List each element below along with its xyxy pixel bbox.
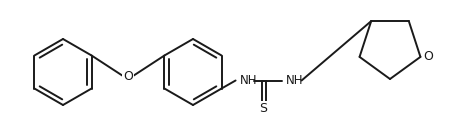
Text: O: O [123, 69, 133, 82]
Text: S: S [259, 102, 267, 115]
Text: O: O [423, 50, 433, 63]
Text: NH: NH [239, 74, 257, 87]
Text: NH: NH [285, 74, 303, 87]
